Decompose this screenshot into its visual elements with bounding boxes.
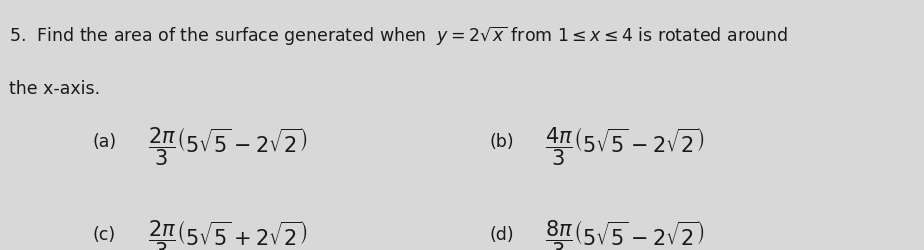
Text: (d): (d) bbox=[490, 225, 515, 243]
Text: 5.  Find the area of the surface generated when  $y = 2\sqrt{x}$ from $1 \leq x : 5. Find the area of the surface generate… bbox=[9, 25, 789, 48]
Text: (a): (a) bbox=[92, 132, 116, 150]
Text: (b): (b) bbox=[490, 132, 515, 150]
Text: $\dfrac{4\pi}{3}\left(5\sqrt{5} - 2\sqrt{2}\right)$: $\dfrac{4\pi}{3}\left(5\sqrt{5} - 2\sqrt… bbox=[545, 125, 704, 167]
Text: (c): (c) bbox=[92, 225, 116, 243]
Text: $\dfrac{2\pi}{3}\left(5\sqrt{5} - 2\sqrt{2}\right)$: $\dfrac{2\pi}{3}\left(5\sqrt{5} - 2\sqrt… bbox=[148, 125, 307, 167]
Text: the x-axis.: the x-axis. bbox=[9, 80, 101, 98]
Text: $\dfrac{2\pi}{3}\left(5\sqrt{5} + 2\sqrt{2}\right)$: $\dfrac{2\pi}{3}\left(5\sqrt{5} + 2\sqrt… bbox=[148, 218, 307, 250]
Text: $\dfrac{8\pi}{3}\left(5\sqrt{5} - 2\sqrt{2}\right)$: $\dfrac{8\pi}{3}\left(5\sqrt{5} - 2\sqrt… bbox=[545, 218, 704, 250]
